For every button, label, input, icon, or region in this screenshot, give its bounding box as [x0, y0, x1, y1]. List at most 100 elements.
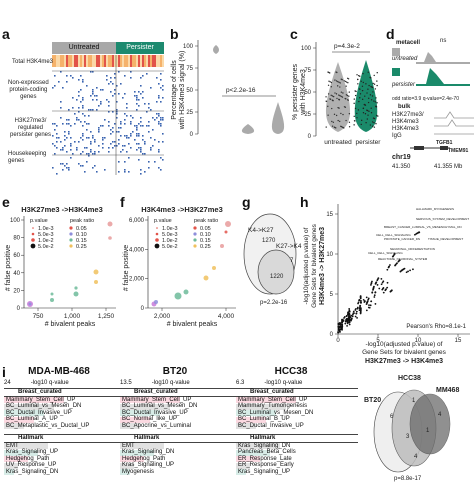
panel-h-annotation: BREAST_CANCER_LUMINAL_VS_MESENCHYMAL_DN: [384, 225, 462, 229]
track-label-1: H3K27me3/: [392, 112, 424, 118]
panel-c-ytick: 50: [304, 90, 311, 96]
panel-h-annotation: PROSTATE_CANCER_DN: [384, 237, 420, 241]
scale-max: 13.5: [120, 380, 132, 386]
enrichment-bar: [236, 469, 246, 476]
table-scale: 13.5 -log10 q-value: [120, 380, 230, 386]
enrichment-bar: [236, 423, 256, 430]
enrichment-bar: [4, 397, 64, 403]
table-row: BC_Normal_like_UP: [122, 416, 178, 423]
violin-persister-genes: [271, 102, 285, 134]
f-legend-ratio-title: peak ratio: [194, 218, 218, 224]
panel-c-pvalue: p=4.3e-2: [334, 43, 360, 50]
panel-c-ytick: 0: [308, 134, 312, 140]
venn-count: 6: [390, 414, 394, 420]
enrichment-bar: [236, 443, 280, 449]
row-label-persister-genes: H3K27me3/ regulated persister genes: [10, 118, 52, 138]
table-row: Kras_Signaling_DN: [122, 449, 175, 456]
f-legend-pvalue: 5.0e-2: [162, 244, 178, 250]
venn-set-label: HCC38: [398, 375, 421, 382]
e-legend-ratio: 0.05: [76, 226, 87, 232]
venn-count-only1: 1270: [262, 238, 276, 244]
panel-f-scatter: H3K4me3 ->H3K27me3 # false positive 0 2,0…: [123, 205, 236, 328]
f-legend-ratio: 0.05: [200, 226, 211, 232]
enrichment-bar: [120, 443, 164, 449]
enrichment-bar: [236, 462, 250, 469]
panel-i-letter: i: [2, 364, 6, 380]
panel-h-scatter: -log10(adjusted p.value) of Gene Sets fo…: [303, 204, 470, 364]
scale-label: -log10 q-value: [264, 380, 303, 386]
enrichment-bar: [4, 456, 28, 463]
table-section: Breast_curated: [236, 388, 358, 397]
table-row: BC_Apocrine_vs_Luminal: [122, 422, 192, 429]
gene-model: [410, 146, 450, 150]
table-row: BC_Luminal_B_UP: [238, 416, 290, 423]
panel-h-ytick: 0: [330, 332, 334, 338]
enrichment-bar: [236, 410, 276, 417]
panel-e-letter: e: [2, 194, 10, 210]
panel-h-xlabel-2: Gene Sets for bivalent genes: [362, 349, 447, 356]
table-section: Breast_curated: [4, 388, 126, 397]
scale-max: 24: [4, 380, 11, 386]
panel-d-metacell-tracks: [392, 48, 470, 86]
panel-h-pearson: Pearson's Rho=8.1e-1: [406, 324, 466, 330]
panel-h-xlabel-1: -log10(adjusted p.value) of: [366, 341, 443, 348]
panel-h-annotation: NERVOUS_SYSTEM_DEVELOPMENT: [416, 217, 469, 221]
enrichment-bar: [236, 416, 266, 423]
e-legend-pvalue: 5.0e-2: [38, 244, 54, 250]
venn-count: 4: [438, 412, 442, 418]
panel-a: Untreated Persister Total H3K4me3 Non-ex…: [0, 38, 164, 178]
scale-max: 6.3: [236, 380, 245, 386]
enrichment-bar: [4, 443, 48, 449]
panel-h-annotation: NEURONAL_DIFFERENTIATION: [390, 247, 435, 251]
track-untreated: untreated: [392, 56, 418, 62]
panel-b-pvalue: p<2.2e-16: [226, 87, 256, 94]
venn-count-only2: 7: [290, 258, 294, 264]
panel-h-annotation: CELL_CELL_SIGNALING: [376, 233, 411, 237]
panel-f-ylabel: # false positive: [123, 245, 130, 291]
table-row: BC_Luminal_vs_Mesen_DN: [6, 403, 82, 410]
panel-c-ytick: 100: [301, 46, 312, 52]
panel-e-title: H3K27me3 ->H3K4me3: [21, 205, 103, 214]
enrichment-bar: [120, 449, 154, 456]
panel-h-ytick: 10: [326, 252, 333, 258]
enrichment-table: HCC38 6.3 -log10 q-value Breast_curated Mamm…: [236, 366, 358, 486]
panel-i: MDA-MB-468 24 -log10 q-value Breast_curated…: [4, 366, 474, 486]
e-xtick: 1,000: [64, 313, 81, 320]
e-xtick: 1,250: [98, 313, 115, 320]
panel-c-ytick: 25: [304, 112, 311, 118]
table-row: BC_Luminal_A_UP: [6, 416, 58, 423]
table-row: Mammary_Stem_Cell_UP: [6, 396, 76, 403]
panel-h-ylabel-2: Gene Sets for bivalent genes: [311, 223, 318, 308]
enrichment-bar: [4, 423, 24, 430]
panel-e-scatter: H3K27me3 ->H3K4me3 # false positive 0 20 4…: [5, 205, 116, 328]
table-row: BC_Ductal_Invasive_UP: [238, 422, 304, 429]
e-legend-ratio: 0.10: [76, 232, 87, 238]
ns-label: ns: [440, 38, 447, 44]
f-legend-pvalue: 5.0e-3: [162, 232, 178, 238]
table-scale: 24 -log10 q-value: [4, 380, 114, 386]
gene-tgfb1: TGFB1: [436, 140, 453, 146]
panel-a-letter: a: [2, 26, 10, 42]
violin-untreated: [325, 62, 351, 132]
table-row: Myogenesis: [122, 468, 155, 475]
panel-h-xtick: 0: [336, 338, 340, 344]
venn-set-label: MM468: [436, 387, 459, 394]
odd-ratio: odd ratio=3.9 q-value=2.4e-70: [392, 96, 459, 102]
enrichment-bar: [120, 403, 170, 410]
persister-header-bar: Persister: [116, 42, 164, 54]
violin-persister: [354, 60, 378, 132]
panel-g-venn: K4->K27 K27->K4 1270 1220 7 p=2.2e-16: [243, 213, 302, 306]
enrichment-bar: [236, 397, 296, 403]
table-row: Hedgehog_Path: [122, 455, 166, 462]
panel-g-letter: g: [242, 194, 251, 210]
venn-label-k4k27: K4->K27: [248, 227, 274, 234]
enrichment-bar: [120, 416, 150, 423]
table-title: MDA-MB-468: [28, 366, 90, 377]
f-legend-pvalue: 1.0e-3: [162, 226, 178, 232]
venn-count: 3: [406, 434, 410, 440]
panel-d-letter: d: [386, 26, 395, 42]
table-row: BC_Luminal_vs_Mesen_DN: [122, 403, 198, 410]
f-ytick: 2,000: [129, 277, 145, 283]
row-label-nonexpressed: Non-expressed protein-coding genes: [8, 80, 49, 100]
scale-label: -log10 q-value: [30, 380, 69, 386]
